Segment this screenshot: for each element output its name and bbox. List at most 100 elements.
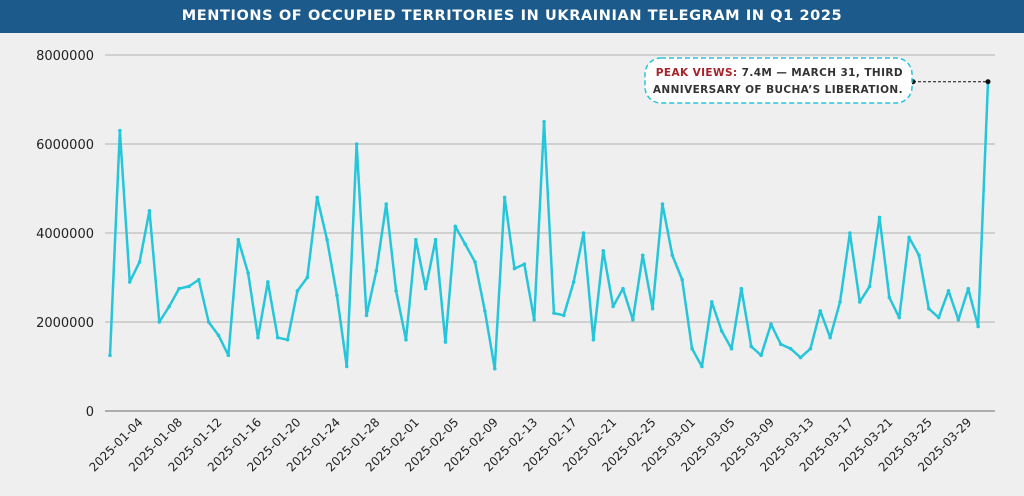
mentions-line (108, 81, 990, 370)
annotation-leader-end-dot (985, 79, 991, 85)
data-point (700, 364, 704, 369)
data-point (660, 202, 665, 206)
data-point (601, 249, 606, 253)
data-point (473, 260, 477, 264)
data-point (384, 202, 389, 206)
data-point (354, 142, 359, 146)
data-point (897, 315, 902, 320)
data-point (177, 286, 181, 291)
data-point (670, 253, 675, 258)
data-point (453, 224, 458, 229)
data-point (976, 324, 980, 329)
data-point (591, 338, 596, 342)
data-point (315, 195, 319, 200)
data-point (611, 304, 615, 309)
data-point (335, 293, 339, 298)
data-point (118, 128, 122, 133)
annotation-text-2: ANNIVERSARY OF BUCHA’S LIBERATION. (653, 84, 903, 96)
data-point (631, 317, 635, 322)
data-point (640, 253, 645, 258)
peak-annotation: PEAK VIEWS: 7.4M — MARCH 31, THIRD ANNIV… (644, 57, 913, 104)
data-point (275, 335, 280, 340)
data-point (147, 208, 152, 213)
data-point (226, 353, 231, 358)
data-point (818, 309, 823, 313)
data-point (414, 237, 418, 242)
data-point (266, 280, 270, 284)
data-point (364, 313, 369, 318)
data-point (187, 284, 191, 289)
data-point (463, 242, 467, 246)
data-point (917, 253, 921, 258)
data-point (621, 286, 625, 291)
data-point (157, 320, 162, 324)
data-point (404, 338, 408, 342)
y-tick-label: 0 (86, 405, 94, 420)
data-point (709, 300, 714, 304)
data-point (285, 338, 290, 342)
data-point (522, 262, 527, 266)
data-point (788, 346, 793, 351)
data-point (779, 342, 783, 347)
annotation-text-1: 7.4M — MARCH 31, THIRD (742, 67, 903, 79)
data-point (808, 346, 813, 351)
data-point (246, 271, 250, 275)
y-tick-label: 6000000 (36, 138, 94, 153)
data-point (532, 317, 537, 322)
data-point (305, 275, 310, 280)
data-point (907, 235, 911, 240)
data-point (848, 231, 852, 235)
data-point (394, 289, 398, 293)
data-point (650, 306, 655, 311)
data-point (828, 335, 832, 340)
data-point (423, 286, 428, 291)
data-point (433, 237, 438, 242)
data-point (344, 364, 349, 369)
data-point (680, 277, 684, 282)
data-point (483, 309, 487, 313)
data-point (581, 231, 586, 235)
data-point (552, 311, 556, 315)
data-point (502, 195, 507, 200)
data-point (729, 346, 734, 351)
data-point (443, 340, 448, 344)
data-point (542, 119, 546, 124)
data-point (127, 280, 132, 284)
data-point (512, 266, 517, 271)
data-point (295, 289, 300, 293)
data-point (236, 237, 241, 242)
data-point (759, 353, 763, 358)
data-point (216, 333, 221, 338)
annotation-line-1: PEAK VIEWS: 7.4M — MARCH 31, THIRD (656, 67, 903, 79)
data-point (956, 317, 961, 322)
x-axis-ticks: 2025-01-042025-01-082025-01-122025-01-16… (86, 415, 974, 474)
data-point (838, 300, 842, 304)
y-tick-label: 8000000 (36, 49, 94, 64)
data-point (492, 366, 497, 371)
data-point (936, 315, 941, 320)
data-point (857, 300, 862, 304)
data-point (256, 335, 260, 340)
data-point (946, 289, 951, 293)
data-point (769, 322, 773, 327)
data-point (877, 215, 882, 220)
y-tick-label: 4000000 (36, 227, 94, 242)
y-tick-label: 2000000 (36, 316, 94, 331)
y-axis-ticks: 0 2000000 4000000 6000000 8000000 (36, 49, 94, 420)
data-point (167, 304, 171, 309)
annotation-label: PEAK VIEWS: (656, 67, 738, 79)
chart-title: MENTIONS OF OCCUPIED TERRITORIES IN UKRA… (0, 0, 1024, 33)
data-point (108, 353, 112, 358)
gridlines (105, 54, 995, 412)
data-point (966, 286, 971, 291)
data-point (571, 280, 576, 284)
annotation-box (644, 57, 913, 104)
data-point (561, 313, 566, 318)
data-point (325, 237, 329, 242)
data-point (206, 320, 211, 324)
data-point (137, 260, 142, 264)
data-point (927, 306, 931, 311)
data-point (739, 286, 744, 291)
data-point (690, 346, 694, 351)
